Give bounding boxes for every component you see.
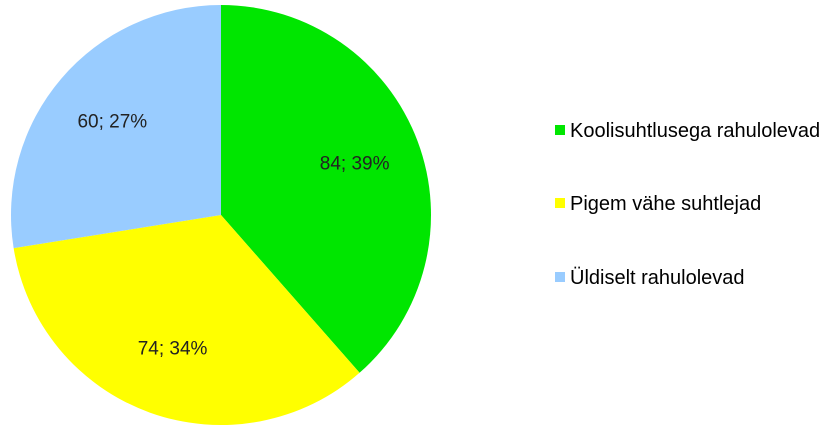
- slice-label: 84; 39%: [320, 154, 390, 175]
- legend-swatch: [555, 198, 565, 208]
- legend-label: Üldiselt rahulolevad: [570, 267, 745, 289]
- legend-swatch: [555, 125, 565, 135]
- pie-slice: [10, 5, 221, 249]
- slice-label: 60; 27%: [77, 111, 147, 132]
- chart: 84; 39% 74; 34% 60; 27%: [10, 5, 432, 425]
- legend-entry: Üldiselt rahulolevad: [555, 265, 835, 292]
- legend-label: Koolisuhtlusega rahulolevad: [570, 120, 821, 142]
- pie-slice: [13, 215, 360, 425]
- legend-label: Pigem vähe suhtlejad: [570, 193, 762, 215]
- legend-entry: Koolisuhtlusega rahulolevad: [555, 118, 835, 145]
- slice-label: 74; 34%: [138, 338, 208, 359]
- legend-entry: Pigem vähe suhtlejad: [555, 191, 835, 218]
- legend-swatch: [555, 272, 565, 282]
- pie-slice: [221, 5, 432, 373]
